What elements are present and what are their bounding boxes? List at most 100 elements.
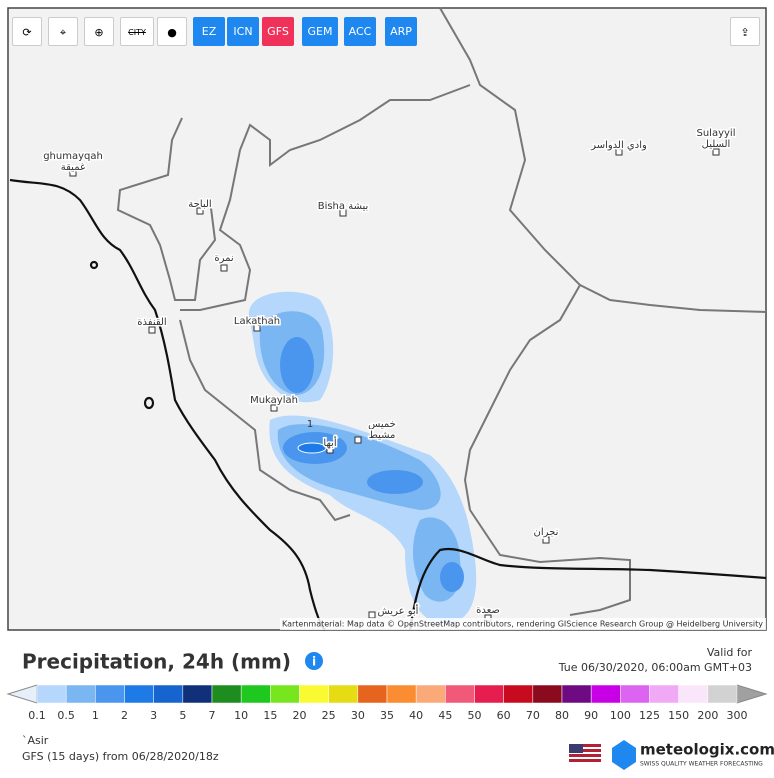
place-label: الباحة [188,199,211,210]
legend-label: 30 [351,709,365,722]
valid-for-label: Valid for [707,646,753,659]
precip-area [440,562,464,592]
place-marker [220,264,228,272]
border-line [116,117,217,301]
place-label: وادي الدواسر [590,140,647,151]
legend-cell [474,684,504,704]
island [89,260,99,270]
legend-cell [590,684,621,704]
legend-cell [386,684,417,704]
place-marker [542,536,550,544]
location-button[interactable]: ⌖ [48,17,78,46]
legend-cell [649,684,679,704]
legend-label: 200 [697,709,718,722]
model-button[interactable]: ACC [344,17,376,46]
place-label: Bisha بيشة [318,201,369,212]
place-label: أبها [323,436,336,449]
legend-label: 100 [610,709,631,722]
precip-area [280,337,314,393]
legend-cell [182,684,213,704]
legend-cell [445,684,475,704]
legend-cell [357,684,388,704]
place-marker [712,148,720,156]
border-line [579,284,767,313]
legend-cell [532,684,563,704]
place-label: Mukaylah [250,395,298,406]
legend: 0.1 0.5 1 2 3 5 7 10 15 20 25 30 35 40 45 50 60 70 80 90 100… [6,684,768,722]
legend-cell [707,684,738,704]
legend-cell [561,684,592,704]
valid-time: Tue 06/30/2020, 06:00am GMT+03 [558,661,752,674]
legend-label: 35 [380,709,394,722]
legend-above [736,684,768,704]
legend-cell [95,684,125,704]
legend-label: 80 [555,709,569,722]
city-button[interactable]: CITY [120,17,154,46]
model-run: GFS (15 days) from 06/28/2020/18z [22,750,219,763]
legend-label: 1 [92,709,99,722]
coast-line [9,178,326,631]
tagline: SWISS QUALITY WEATHER FORECASTING [640,761,763,768]
flag-canton [569,744,583,753]
model-button[interactable]: ARP [385,17,417,46]
zoom-button[interactable]: ⊕ [84,17,114,46]
flag-stripe [569,757,601,759]
legend-cell [36,684,67,704]
place-label: أبو عريش [378,604,419,617]
precip-area [297,442,327,454]
legend-label: 70 [526,709,540,722]
legend-cell [328,684,359,704]
legend-label: 2 [121,709,128,722]
legend-label: 125 [639,709,660,722]
info-icon[interactable] [305,652,323,670]
legend-label: 7 [209,709,216,722]
place-label: نجران [534,527,559,538]
place-marker [326,446,334,454]
place-label: خميس [368,419,396,430]
place-label: Lakathah [234,316,280,327]
place-marker [148,326,156,334]
legend-label: 150 [668,709,689,722]
legend-cell [503,684,534,704]
legend-cell [211,684,242,704]
contour-label: 1 [307,419,313,430]
info-glyph: i [312,655,316,669]
region: `Asir [22,734,49,747]
legend-label: 50 [468,709,482,722]
legend-cell [299,684,329,704]
place-label: القنفذة [137,317,166,328]
place-label: نمرة [214,253,233,264]
precip-area [367,470,423,494]
reload-button[interactable]: ⟳ [12,17,42,46]
legend-label: 20 [293,709,307,722]
model-button[interactable]: ICN [227,17,259,46]
legend-cell [270,684,300,704]
place-marker [354,436,362,444]
legend-label: 90 [584,709,598,722]
model-button[interactable]: EZ [193,17,225,46]
legend-cell [124,684,154,704]
share-button[interactable]: ⇪ [730,17,760,46]
place-label: مشيط [369,430,396,441]
legend-cell [153,684,184,704]
model-button[interactable]: GEM [302,17,338,46]
place-label: غميقة [61,162,85,173]
brand: meteologix.com [640,741,774,759]
marker-button[interactable]: ● [157,17,187,46]
attribution-bg [280,618,766,630]
place-label: Sulayyil [697,128,736,139]
map-title: Precipitation, 24h (mm) [22,650,291,674]
legend-label: 15 [263,709,277,722]
legend-label: 5 [179,709,186,722]
island [143,396,155,410]
place-marker [368,611,376,619]
legend-label: 300 [727,709,748,722]
legend-cell [620,684,650,704]
borders [116,7,767,616]
model-button[interactable]: GFS [262,17,294,46]
us-flag[interactable] [569,744,601,762]
legend-label: 25 [322,709,336,722]
coast-line [408,547,767,631]
